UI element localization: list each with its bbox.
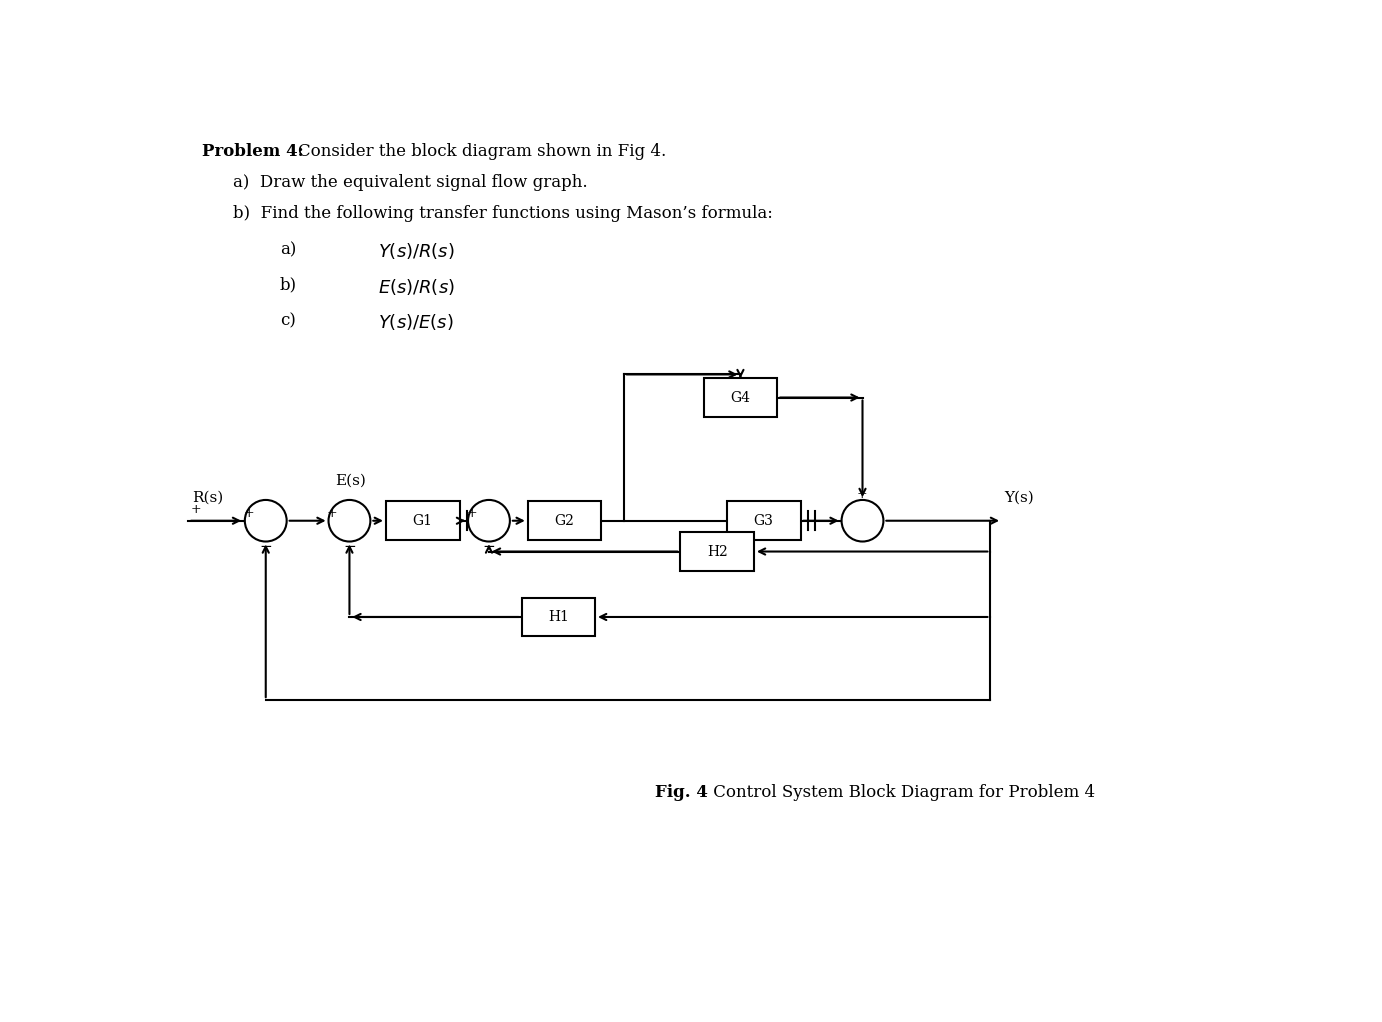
Text: $Y(s)/R(s)$: $Y(s)/R(s)$ xyxy=(379,241,455,262)
Text: Fig. 4: Fig. 4 xyxy=(655,784,708,801)
Text: Consider the block diagram shown in Fig 4.: Consider the block diagram shown in Fig … xyxy=(299,143,666,160)
Text: b)  Find the following transfer functions using Mason’s formula:: b) Find the following transfer functions… xyxy=(234,205,773,222)
Text: R(s): R(s) xyxy=(192,491,224,505)
Text: G1: G1 xyxy=(413,514,433,527)
Text: −: − xyxy=(260,540,272,554)
Text: −: − xyxy=(343,540,355,554)
Text: H1: H1 xyxy=(547,610,569,624)
Text: +: + xyxy=(857,489,867,501)
Circle shape xyxy=(468,500,510,542)
Text: $Y(s)/E(s)$: $Y(s)/E(s)$ xyxy=(379,312,453,332)
Text: a): a) xyxy=(279,241,296,259)
Text: +: + xyxy=(467,507,477,519)
Text: b): b) xyxy=(279,277,297,293)
Bar xyxy=(521,598,596,637)
Circle shape xyxy=(329,500,370,542)
Text: +: + xyxy=(328,507,337,519)
Text: E(s): E(s) xyxy=(336,473,366,487)
Text: G2: G2 xyxy=(554,514,575,527)
Bar xyxy=(703,378,777,417)
Bar xyxy=(727,502,800,540)
Circle shape xyxy=(842,500,883,542)
Circle shape xyxy=(245,500,286,542)
Text: +: + xyxy=(243,507,254,519)
Text: G3: G3 xyxy=(753,514,774,527)
Text: +: + xyxy=(191,503,202,516)
Text: G4: G4 xyxy=(731,390,750,405)
Text: a)  Draw the equivalent signal flow graph.: a) Draw the equivalent signal flow graph… xyxy=(234,174,587,191)
Text: −: − xyxy=(482,540,495,554)
Text: Y(s): Y(s) xyxy=(1005,491,1034,505)
Bar xyxy=(528,502,601,540)
Text: Problem 4:: Problem 4: xyxy=(202,143,304,160)
Text: Control System Block Diagram for Problem 4: Control System Block Diagram for Problem… xyxy=(708,784,1096,801)
Text: H2: H2 xyxy=(706,545,727,559)
Text: $E(s)/R(s)$: $E(s)/R(s)$ xyxy=(379,277,455,296)
Bar xyxy=(386,502,459,540)
Bar xyxy=(680,532,755,570)
Text: c): c) xyxy=(279,312,296,329)
